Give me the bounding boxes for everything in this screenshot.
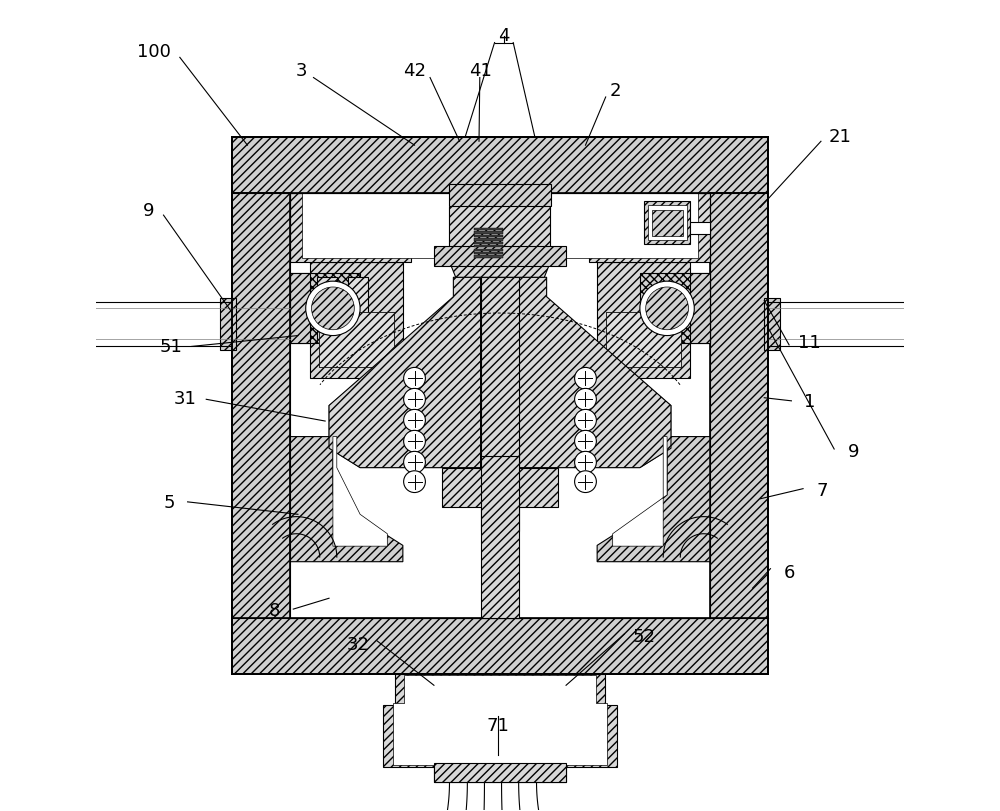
Bar [474, 234, 503, 237]
Bar [481, 277, 519, 530]
Bar [302, 193, 698, 258]
Bar [220, 298, 236, 350]
Ellipse shape [306, 281, 360, 336]
Text: 51: 51 [160, 338, 183, 356]
Bar [764, 298, 780, 350]
Bar [474, 248, 503, 251]
Bar [434, 763, 566, 783]
Bar [597, 262, 690, 378]
Bar [290, 273, 360, 343]
Bar [606, 312, 681, 367]
Text: 3: 3 [296, 62, 308, 80]
Text: 7: 7 [817, 482, 828, 500]
Bar [474, 242, 503, 244]
Polygon shape [333, 436, 387, 546]
Bar [690, 273, 710, 343]
Text: 9: 9 [848, 443, 859, 461]
Bar [434, 247, 566, 266]
Text: 11: 11 [798, 334, 821, 352]
Bar [589, 193, 710, 262]
Text: 4: 4 [498, 28, 510, 45]
Text: 1: 1 [804, 393, 815, 410]
Bar [348, 277, 368, 340]
Bar [319, 312, 394, 367]
Bar [481, 456, 519, 618]
Bar [232, 193, 290, 618]
Text: 71: 71 [486, 717, 509, 735]
Text: 9: 9 [143, 202, 154, 221]
Bar [232, 618, 768, 674]
Bar [710, 193, 768, 618]
Text: 32: 32 [347, 636, 370, 654]
Bar [690, 222, 710, 234]
Circle shape [404, 410, 425, 431]
Circle shape [404, 470, 425, 492]
Polygon shape [329, 277, 481, 468]
Bar [474, 255, 503, 258]
Bar [319, 312, 394, 367]
Polygon shape [597, 436, 710, 562]
Bar [648, 205, 687, 240]
Polygon shape [329, 277, 671, 468]
Circle shape [575, 452, 596, 473]
Text: 52: 52 [632, 628, 655, 646]
Bar [474, 252, 503, 255]
Text: 41: 41 [469, 62, 492, 80]
Bar [411, 193, 481, 230]
Circle shape [404, 388, 425, 410]
Bar [644, 201, 690, 244]
Bar [442, 468, 558, 507]
Bar [232, 137, 768, 193]
Ellipse shape [640, 281, 694, 336]
Circle shape [575, 470, 596, 492]
Bar [640, 273, 710, 343]
Text: 42: 42 [403, 62, 426, 80]
Bar [290, 193, 411, 262]
Circle shape [575, 431, 596, 452]
Text: 31: 31 [174, 390, 197, 408]
Bar [652, 210, 683, 236]
Polygon shape [519, 277, 671, 468]
Bar [474, 238, 503, 241]
Bar [232, 137, 768, 674]
Polygon shape [393, 676, 607, 781]
Polygon shape [449, 204, 551, 277]
Text: 2: 2 [609, 82, 621, 100]
Circle shape [575, 388, 596, 410]
Bar [606, 312, 681, 367]
Ellipse shape [646, 287, 688, 330]
Ellipse shape [312, 287, 354, 330]
Bar [474, 231, 503, 234]
Text: 8: 8 [269, 603, 280, 620]
Bar [585, 193, 589, 230]
Circle shape [404, 431, 425, 452]
Circle shape [404, 452, 425, 473]
Bar [310, 262, 403, 378]
Polygon shape [613, 436, 667, 546]
Text: 6: 6 [783, 564, 795, 581]
Bar [290, 273, 310, 343]
Bar [317, 277, 337, 340]
Text: 5: 5 [164, 494, 175, 512]
Circle shape [575, 410, 596, 431]
Polygon shape [383, 674, 617, 783]
Circle shape [404, 367, 425, 389]
Bar [474, 228, 503, 230]
Circle shape [575, 367, 596, 389]
Bar [474, 245, 503, 247]
Bar [449, 184, 551, 206]
Text: 100: 100 [137, 43, 171, 61]
Text: 21: 21 [829, 128, 852, 147]
Polygon shape [290, 436, 403, 562]
